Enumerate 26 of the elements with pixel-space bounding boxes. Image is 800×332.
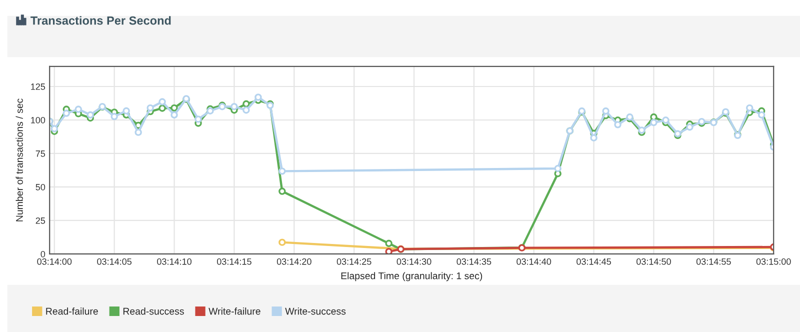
x-tick-label: 03:14:45 [576,258,611,265]
x-tick-label: 03:14:35 [456,258,492,265]
y-tick-label: 75 [36,150,46,157]
legend-label: Read-failure [46,308,98,315]
x-tick-label: 03:14:00 [37,258,72,265]
y-tick-label: 50 [36,184,46,190]
x-tick-label: 03:14:40 [516,258,552,265]
legend-label: Write-success [285,308,346,315]
y-axis-title: Number of transactions / sec [16,98,23,222]
x-tick-label: 03:14:55 [696,258,731,265]
chart-title: Transactions Per Second [30,16,171,25]
x-tick-label: 03:14:30 [396,258,432,265]
x-tick-label: 03:14:15 [216,258,252,265]
x-tick-label: 03:14:10 [157,258,192,265]
x-tick-label: 03:15:00 [756,258,791,265]
y-tick-label: 125 [31,83,46,90]
y-tick-label: 0 [40,250,46,258]
x-tick-label: 03:14:50 [636,258,671,265]
y-tick-label: 25 [36,217,46,224]
x-tick-label: 03:14:25 [336,258,372,265]
y-tick-label: 100 [31,116,46,124]
x-tick-label: 03:14:20 [276,258,312,265]
legend-label: Write-failure [208,308,260,315]
x-tick-label: 03:14:05 [97,258,132,265]
x-axis-title: Elapsed Time (granularity: 1 sec) [341,272,482,282]
legend-label: Read-success [123,308,184,315]
